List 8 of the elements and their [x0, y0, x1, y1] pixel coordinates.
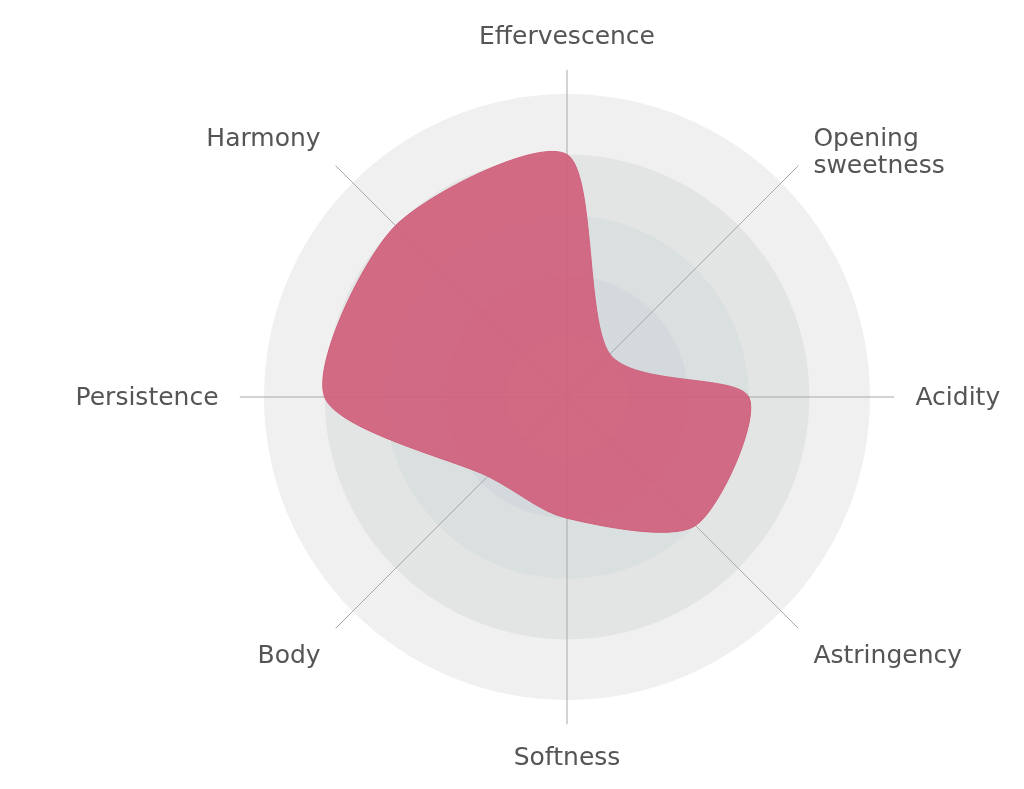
- spoke-label: Softness: [513, 742, 621, 772]
- spoke-label: Acidity: [915, 382, 1001, 411]
- spoke-label: Effervescence: [479, 20, 655, 50]
- spoke-label: Persistence: [75, 382, 219, 411]
- spoke-label: Body: [257, 640, 321, 670]
- spoke-label: Harmony: [206, 122, 321, 152]
- spoke-label: Opening sweetness: [813, 122, 945, 179]
- spoke-label: Astringency: [813, 640, 963, 670]
